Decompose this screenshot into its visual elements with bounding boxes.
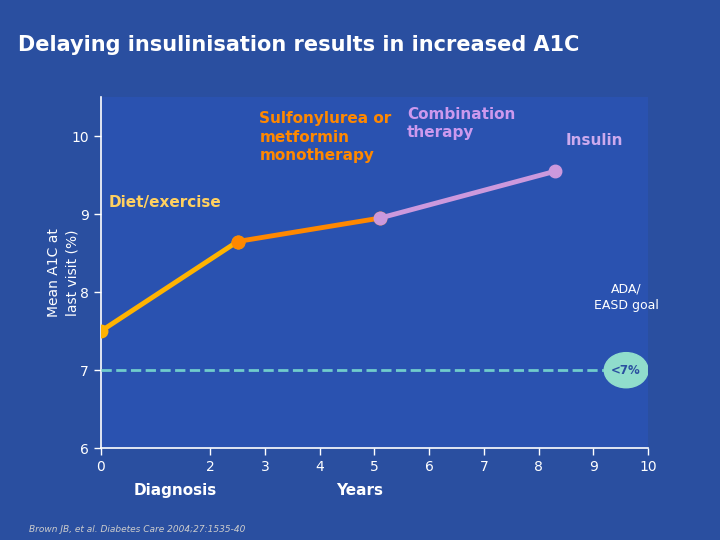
Text: Insulin: Insulin xyxy=(566,133,624,148)
Text: <7%: <7% xyxy=(611,364,641,377)
Text: Sulfonylurea or
metformin
monotherapy: Sulfonylurea or metformin monotherapy xyxy=(259,111,392,164)
Text: Brown JB, et al. Diabetes Care 2004;27:1535-40: Brown JB, et al. Diabetes Care 2004;27:1… xyxy=(29,525,246,534)
Text: Delaying insulinisation results in increased A1C: Delaying insulinisation results in incre… xyxy=(18,36,580,56)
Text: Diagnosis: Diagnosis xyxy=(133,483,217,498)
Text: ADA/
EASD goal: ADA/ EASD goal xyxy=(594,283,659,312)
Text: Years: Years xyxy=(336,483,384,498)
Ellipse shape xyxy=(604,353,648,388)
Y-axis label: Mean A1C at
last visit (%): Mean A1C at last visit (%) xyxy=(47,228,79,317)
Text: Combination
therapy: Combination therapy xyxy=(408,106,516,140)
Text: Diet/exercise: Diet/exercise xyxy=(109,195,222,210)
